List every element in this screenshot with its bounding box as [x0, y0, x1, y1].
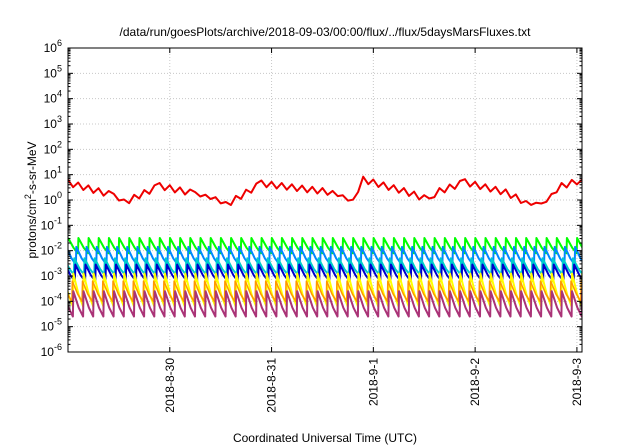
chart-title: /data/run/goesPlots/archive/2018-09-03/0… [120, 25, 532, 39]
y-tick-label: 102 [44, 139, 62, 156]
y-tick-label: 10-2 [41, 241, 62, 258]
x-axis: 2018-8-30 2018-8-31 2018-9-1 2018-9-2 2018-9… [163, 48, 584, 413]
x-tick-label: 2018-9-2 [468, 358, 482, 406]
y-tick-label: 104 [44, 89, 62, 106]
y-tick-label: 10-4 [41, 291, 62, 308]
series-layer [68, 175, 582, 318]
x-tick-label: 2018-8-31 [265, 358, 279, 413]
y-tick-label: 10-6 [41, 342, 62, 359]
series-line-0 [68, 175, 582, 206]
y-tick-label: 10-5 [41, 317, 62, 334]
y-tick-label: 10-1 [41, 215, 62, 232]
series-line-6 [68, 280, 582, 303]
y-tick-label: 105 [44, 63, 62, 80]
y-tick-label: 100 [44, 190, 62, 207]
x-axis-label: Coordinated Universal Time (UTC) [233, 431, 417, 445]
y-tick-label: 10-3 [41, 266, 62, 283]
y-axis: 10-6 10-5 10-4 10-3 10-2 10-1 100 101 102 103 104 1… [41, 38, 582, 359]
x-tick-label: 2018-9-1 [366, 358, 380, 406]
x-tick-label: 2018-8-30 [163, 358, 177, 413]
y-tick-label: 106 [44, 38, 62, 55]
y-axis-label: protons/cm2-s-sr-MeV [23, 141, 39, 258]
x-tick-label: 2018-9-3 [570, 358, 584, 406]
series-line-2 [68, 245, 582, 266]
series-line-7 [68, 290, 582, 318]
y-tick-label: 103 [44, 114, 62, 131]
y-tick-label: 101 [44, 165, 62, 182]
